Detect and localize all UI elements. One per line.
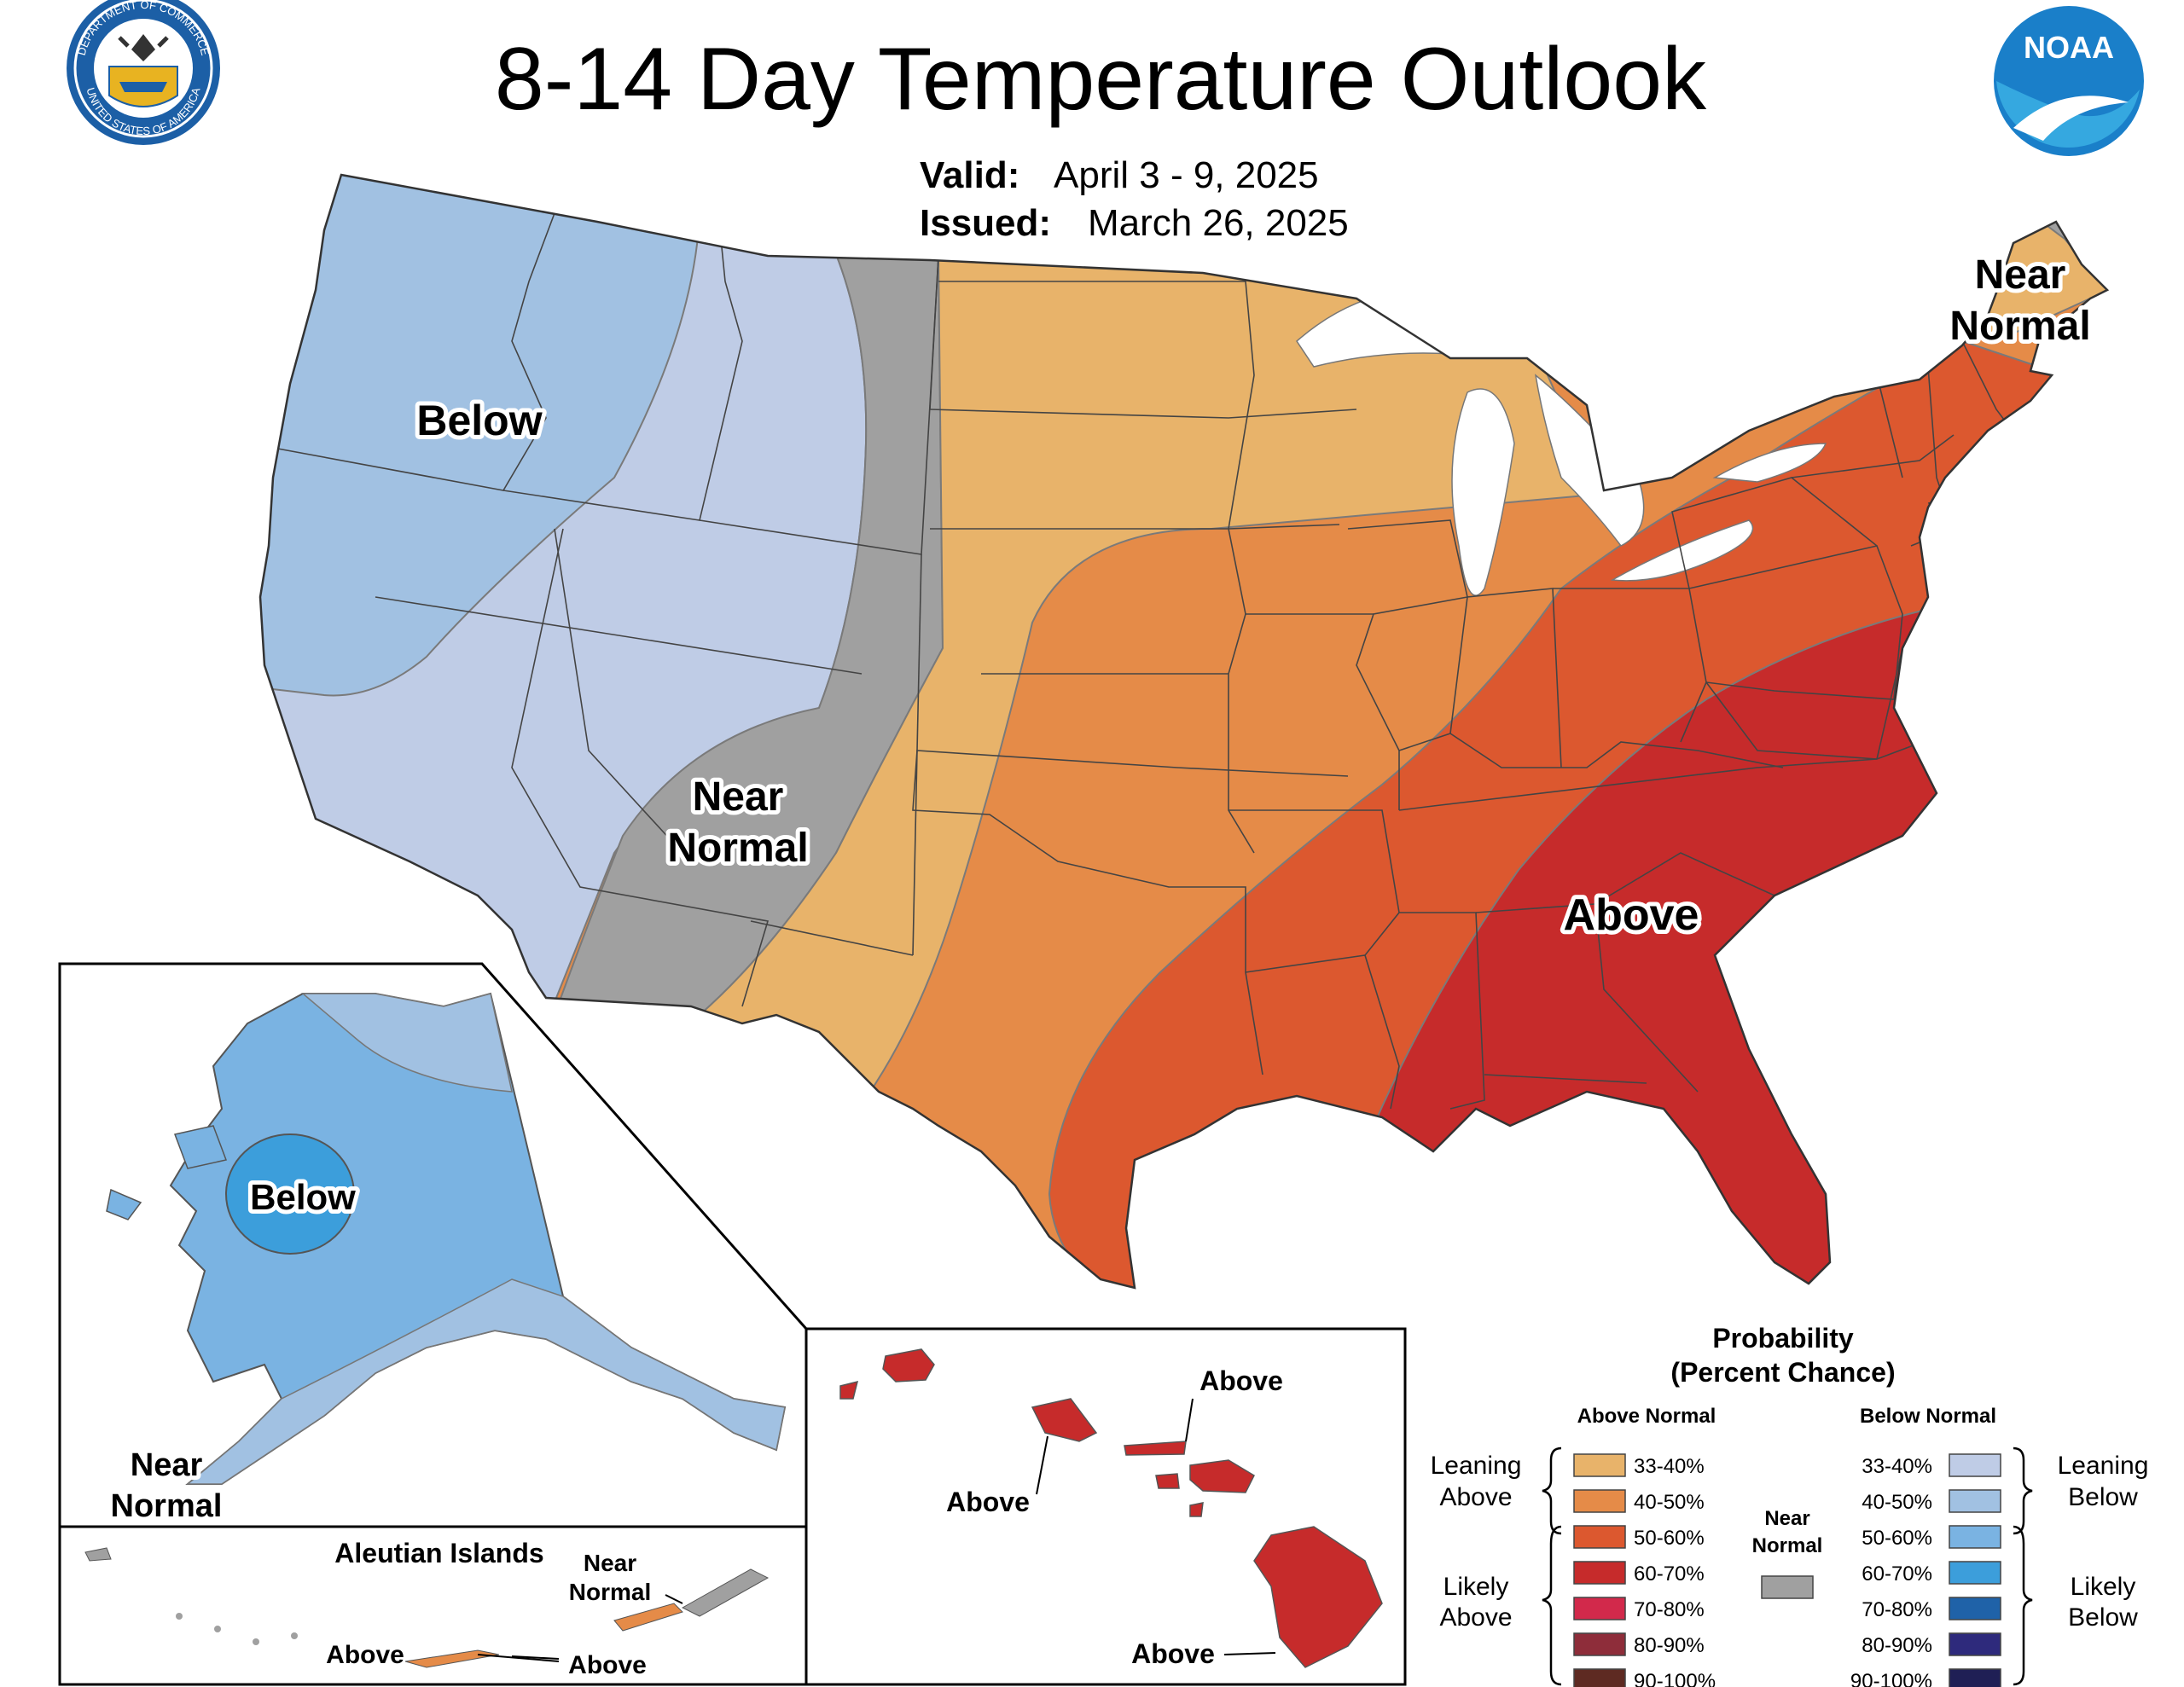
legend-below-label-3: 50-60%	[1862, 1527, 1932, 1550]
northeast-near-normal-label-line1: Near	[1975, 252, 2066, 298]
legend-above-swatch-6	[1573, 1632, 1626, 1656]
leaning-above-label-line2: Above	[1439, 1483, 1512, 1511]
legend-above-label-1: 33-40%	[1634, 1455, 1705, 1478]
issued-date: March 26, 2025	[1088, 202, 1349, 244]
page-title: 8-14 Day Temperature Outlook	[495, 30, 1707, 129]
legend-below-swatch-6	[1949, 1632, 2001, 1656]
legend-above-swatch-7	[1573, 1668, 1626, 1687]
legend-above-swatch-3	[1573, 1525, 1626, 1549]
hawaii-above-label-1: Above	[1199, 1365, 1283, 1396]
legend-above-label-6: 80-90%	[1634, 1634, 1705, 1657]
valid-date: April 3 - 9, 2025	[1054, 154, 1319, 196]
conus-near-normal-label-line1: Near	[693, 774, 784, 820]
legend-above-swatch-1	[1573, 1453, 1626, 1477]
legend-above-swatch-5	[1573, 1597, 1626, 1620]
conus-above-label: Above	[1564, 890, 1699, 940]
legend-above-label-7: 90-100%	[1634, 1670, 1716, 1687]
hawaii-above-label-3: Above	[1131, 1638, 1215, 1669]
legend-below-label-6: 80-90%	[1862, 1634, 1932, 1657]
conus-below-label: Below	[416, 397, 542, 444]
legend-below-swatch-4	[1949, 1561, 2001, 1585]
legend-below-header: Below Normal	[1860, 1405, 1996, 1428]
legend-above-label-2: 40-50%	[1634, 1491, 1705, 1514]
hawaii-above-label-2: Above	[946, 1487, 1030, 1517]
aleutian-above-label-left: Above	[326, 1641, 404, 1669]
legend-below-items: 33-40% 40-50% 50-60% 60-70% 70-80% 80-90% 90-1…	[1850, 1453, 2001, 1687]
legend-above-swatch-4	[1573, 1561, 1626, 1585]
legend-below-label-1: 33-40%	[1862, 1455, 1932, 1478]
alaska-near-normal-label-line2: Normal	[111, 1488, 223, 1524]
issued-label: Issued:	[920, 202, 1051, 244]
likely-below-label-line1: Likely	[2071, 1573, 2136, 1601]
conus-outline	[258, 173, 2110, 1290]
department-of-commerce-seal-icon: DEPARTMENT OF COMMERCE UNITED STATES OF …	[67, 0, 220, 145]
leaning-below-brace	[2013, 1446, 2033, 1535]
hawaii-inset: Above Above Above	[804, 1327, 1407, 1686]
leaning-below-label-line2: Below	[2068, 1483, 2138, 1511]
conus-near-normal-label-line2: Normal	[667, 826, 808, 871]
legend-below-label-4: 60-70%	[1862, 1562, 1932, 1586]
likely-above-brace	[1542, 1525, 1562, 1686]
legend-title-line2: (Percent Chance)	[1670, 1357, 1895, 1388]
alaska-inset: Below Near Normal	[58, 962, 808, 1528]
legend-title-line1: Probability	[1712, 1323, 1854, 1354]
noaa-logo-icon: NOAA	[1994, 6, 2144, 156]
northeast-near-normal-label-line2: Normal	[1949, 304, 2090, 349]
legend-above-swatch-2	[1573, 1489, 1626, 1513]
aleutian-above-label-right: Above	[568, 1651, 647, 1679]
legend-below-swatch-5	[1949, 1597, 2001, 1620]
legend-above-label-5: 70-80%	[1634, 1598, 1705, 1621]
legend-below-label-5: 70-80%	[1862, 1598, 1932, 1621]
likely-below-label-line2: Below	[2068, 1603, 2138, 1632]
valid-label: Valid:	[920, 154, 1019, 196]
legend-near-normal-swatch	[1761, 1575, 1814, 1599]
aleutian-near-normal-label-line1: Near	[584, 1550, 636, 1576]
legend-above-header: Above Normal	[1577, 1405, 1716, 1428]
aleutian-islands-inset: Aleutian Islands Above Above Near Normal	[58, 1525, 808, 1686]
legend-above-label-4: 60-70%	[1634, 1562, 1705, 1586]
legend-above-items: 33-40% 40-50% 50-60% 60-70% 70-80% 80-90% 90-1…	[1573, 1453, 1716, 1687]
legend-below-swatch-7	[1949, 1668, 2001, 1687]
legend-below-swatch-3	[1949, 1525, 2001, 1549]
legend-above-label-3: 50-60%	[1634, 1527, 1705, 1550]
alaska-near-normal-label-line1: Near	[131, 1447, 203, 1483]
legend-below-swatch-1	[1949, 1453, 2001, 1477]
leaning-below-label-line1: Leaning	[2058, 1452, 2149, 1480]
leaning-above-label-line1: Leaning	[1431, 1452, 1522, 1480]
legend-near-normal-label-line1: Near	[1764, 1507, 1809, 1530]
alaska-below-label: Below	[250, 1177, 356, 1217]
legend-below-label-7: 90-100%	[1850, 1670, 1932, 1687]
probability-legend: Probability (Percent Chance) Above Norma…	[1431, 1323, 2149, 1687]
aleutian-islands-title: Aleutian Islands	[334, 1538, 543, 1568]
legend-below-swatch-2	[1949, 1489, 2001, 1513]
likely-below-brace	[2013, 1525, 2033, 1686]
likely-above-label-line2: Above	[1439, 1603, 1512, 1632]
aleutian-near-normal-label-line2: Normal	[569, 1579, 651, 1605]
leaning-above-brace	[1542, 1446, 1562, 1535]
likely-above-label-line1: Likely	[1443, 1573, 1509, 1601]
svg-text:NOAA: NOAA	[2024, 30, 2114, 65]
legend-below-label-2: 40-50%	[1862, 1491, 1932, 1514]
legend-near-normal-label-line2: Normal	[1752, 1534, 1823, 1557]
